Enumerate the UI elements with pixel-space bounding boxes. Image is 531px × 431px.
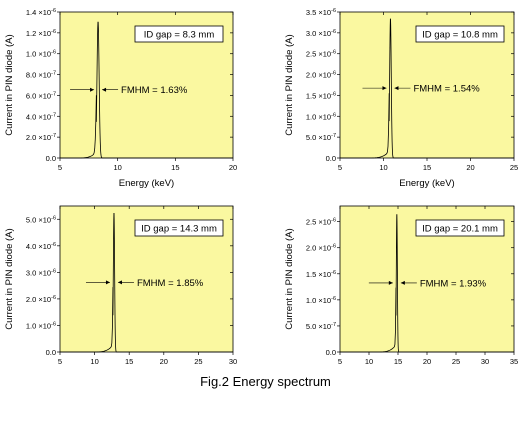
x-axis-label: Energy (keV) (399, 178, 454, 189)
spectrum-line (340, 214, 514, 353)
x-tick-label: 20 (423, 357, 431, 366)
y-tick-label: 4.0 ×10-6 (26, 242, 56, 251)
x-tick-label: 35 (510, 357, 518, 366)
x-tick-label: 15 (125, 357, 133, 366)
y-tick-label: 5.0 ×10-7 (306, 133, 336, 142)
fwhm-label: FMHM = 1.63% (121, 85, 188, 96)
x-tick-label: 25 (194, 357, 202, 366)
x-tick-label: 25 (452, 357, 460, 366)
y-tick-label: 1.5 ×10-6 (306, 270, 336, 279)
chart-panel-2: 5 10 15 20 25 0.0 5.0 ×10-7 1.0 ×10-6 1.5 ×10-6 2… (284, 8, 518, 189)
y-tick-label: 1.0 ×10-6 (26, 50, 56, 59)
fwhm-arrowhead-right (102, 87, 107, 92)
y-tick-label: 2.0 ×10-6 (306, 244, 336, 253)
x-tick-label: 5 (58, 357, 62, 366)
fwhm-arrowhead-left (388, 280, 393, 285)
y-tick-label: 0.0 (46, 154, 56, 163)
y-tick-label: 2.0 ×10-6 (306, 71, 336, 80)
y-tick-label: 8.0 ×10-7 (26, 71, 56, 80)
y-tick-label: 6.0 ×10-7 (26, 91, 56, 100)
y-tick-label: 0.0 (326, 348, 336, 357)
y-tick-label: 3.0 ×10-6 (26, 268, 56, 277)
id-gap-label: ID gap = 8.3 mm (144, 30, 215, 41)
fwhm-arrowhead-left (382, 86, 387, 91)
id-gap-box (415, 219, 505, 237)
figure: 5 10 15 20 0.0 2.0 ×10-7 4.0 ×10-7 6.0 ×10-7 8.0… (4, 8, 518, 366)
x-tick-label: 30 (229, 357, 237, 366)
y-tick-label: 1.0 ×10-6 (306, 296, 336, 305)
x-axis-label: Energy (keV) (119, 178, 174, 189)
y-tick-label: 2.5 ×10-6 (306, 218, 336, 227)
chart-panel-3: 5 10 15 20 25 30 0.0 1.0 ×10-6 2.0 ×10-6 3.0 ×10-… (4, 205, 237, 366)
y-tick-label: 3.0 ×10-6 (306, 29, 336, 38)
y-tick-label: 0.0 (46, 348, 56, 357)
y-tick-label: 4.0 ×10-7 (26, 112, 56, 121)
x-tick-label: 10 (379, 163, 387, 172)
chart-panel-4: 5 10 15 20 25 30 35 0.0 5.0 ×10-7 1.0 ×10-6 1.5 ×1… (284, 205, 518, 366)
x-tick-label: 25 (510, 163, 518, 172)
id-gap-label: ID gap = 20.1 mm (422, 224, 498, 235)
fwhm-label: FMHM = 1.93% (420, 278, 487, 289)
x-tick-label: 5 (338, 163, 342, 172)
y-axis-label: Current in PIN diode (A) (4, 228, 15, 329)
fwhm-arrowhead-left (105, 280, 110, 285)
x-tick-label: 5 (338, 357, 342, 366)
y-tick-label: 1.4 ×10-6 (26, 8, 56, 17)
fwhm-label: FMHM = 1.85% (137, 278, 204, 289)
figure-caption: Fig.2 Energy spectrum (200, 374, 331, 389)
x-tick-label: 15 (394, 357, 402, 366)
x-tick-label: 30 (481, 357, 489, 366)
id-gap-box (134, 25, 224, 43)
spectrum-line (60, 21, 233, 159)
y-tick-label: 2.0 ×10-7 (26, 133, 56, 142)
x-tick-label: 10 (365, 357, 373, 366)
spectrum-line (340, 18, 514, 159)
y-axis-label: Current in PIN diode (A) (284, 34, 295, 135)
x-tick-label: 5 (58, 163, 62, 172)
y-tick-label: 2.5 ×10-6 (306, 50, 336, 59)
x-tick-label: 10 (113, 163, 121, 172)
chart-panel-1: 5 10 15 20 0.0 2.0 ×10-7 4.0 ×10-7 6.0 ×10-7 8.0… (4, 8, 237, 189)
y-tick-label: 1.0 ×10-6 (26, 321, 56, 330)
y-tick-label: 5.0 ×10-7 (306, 322, 336, 331)
y-tick-label: 0.0 (326, 154, 336, 163)
y-tick-label: 1.0 ×10-6 (306, 112, 336, 121)
fwhm-arrowhead-left (90, 87, 95, 92)
x-tick-label: 20 (160, 357, 168, 366)
y-tick-label: 1.2 ×10-6 (26, 29, 56, 38)
spectrum-line (60, 213, 233, 353)
fwhm-arrowhead-right (117, 280, 122, 285)
x-tick-label: 20 (466, 163, 474, 172)
y-tick-label: 3.5 ×10-6 (306, 8, 336, 17)
y-tick-label: 5.0 ×10-6 (26, 215, 56, 224)
x-tick-label: 15 (171, 163, 179, 172)
x-tick-label: 10 (90, 357, 98, 366)
y-tick-label: 2.0 ×10-6 (26, 295, 56, 304)
y-axis-label: Current in PIN diode (A) (284, 228, 295, 329)
fwhm-arrowhead-right (400, 280, 405, 285)
id-gap-box (134, 219, 224, 237)
y-axis-label: Current in PIN diode (A) (4, 34, 15, 135)
fwhm-arrowhead-right (394, 86, 399, 91)
y-tick-label: 1.5 ×10-6 (306, 91, 336, 100)
fwhm-label: FMHM = 1.54% (413, 84, 480, 95)
id-gap-label: ID gap = 10.8 mm (422, 30, 498, 41)
id-gap-box (415, 25, 505, 43)
id-gap-label: ID gap = 14.3 mm (141, 224, 217, 235)
x-tick-label: 15 (423, 163, 431, 172)
x-tick-label: 20 (229, 163, 237, 172)
